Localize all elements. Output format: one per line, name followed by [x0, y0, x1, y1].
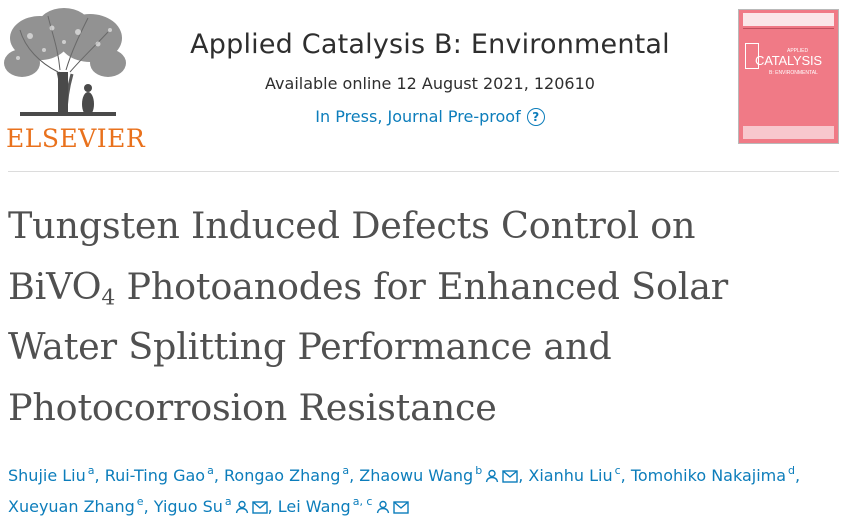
title-formula-subscript: 4	[101, 284, 116, 310]
cover-header-band	[743, 13, 834, 26]
cover-subtitle-top: APPLIED	[787, 48, 809, 54]
available-online-text: Available online 12 August 2021, 120610	[265, 74, 595, 93]
author: Xianhu Liu c	[528, 464, 621, 485]
affiliation-marker[interactable]: a	[87, 464, 95, 477]
title-line-1: Tungsten Induced Defects Control on	[8, 204, 696, 247]
author-name-link[interactable]: Rui-Ting Gao	[104, 466, 206, 485]
email-icon[interactable]	[499, 466, 518, 485]
article-title: Tungsten Induced Defects Control on BiVO…	[8, 196, 828, 438]
in-press-link[interactable]: In Press, Journal Pre-proof ?	[315, 105, 545, 129]
affiliation-marker[interactable]: a	[224, 495, 232, 508]
author: Yiguo Su a	[153, 495, 268, 516]
affiliation-marker[interactable]: c	[614, 464, 621, 477]
cover-box-mark	[745, 43, 759, 69]
header-divider	[8, 171, 839, 172]
affiliation-marker[interactable]: a	[342, 464, 350, 477]
author: Tomohiko Nakajima d	[630, 464, 796, 485]
author-list: Shujie Liu a, Rui-Ting Gao a, Rongao Zhang…	[8, 464, 801, 516]
author: Xueyuan Zhang e	[8, 495, 144, 516]
author-profile-icon[interactable]	[373, 497, 390, 516]
elsevier-tree-icon	[4, 8, 126, 117]
email-icon[interactable]	[390, 497, 409, 516]
author-name-link[interactable]: Lei Wang	[277, 497, 351, 516]
affiliation-marker[interactable]: a	[207, 464, 214, 477]
author-profile-icon[interactable]	[482, 466, 499, 485]
journal-title-link[interactable]: Applied Catalysis B: Environmental	[190, 29, 670, 60]
email-icon[interactable]	[249, 497, 268, 516]
author: Lei Wang a, c	[277, 495, 409, 516]
journal-header: Applied Catalysis B: Environmental Avail…	[150, 26, 710, 129]
title-line-4: Photocorrosion Resistance	[8, 385, 497, 429]
author-profile-icon[interactable]	[232, 497, 249, 516]
author: Rongao Zhang a	[224, 464, 350, 485]
cover-footer-band	[743, 126, 834, 139]
author-name-link[interactable]: Yiguo Su	[153, 497, 223, 516]
author-name-link[interactable]: Rongao Zhang	[224, 466, 341, 485]
affiliation-marker[interactable]: e	[136, 495, 144, 508]
author-name-link[interactable]: Tomohiko Nakajima	[630, 466, 787, 485]
cover-divider	[743, 28, 834, 29]
journal-cover-image[interactable]: APPLIED CATALYSIS B: ENVIRONMENTAL	[739, 10, 838, 143]
author-name-link[interactable]: Xueyuan Zhang	[8, 497, 135, 516]
help-icon[interactable]: ?	[526, 108, 545, 126]
author-name-link[interactable]: Zhaowu Wang	[359, 466, 474, 485]
title-formula: BiVO	[8, 264, 102, 308]
author-name-link[interactable]: Shujie Liu	[8, 466, 86, 485]
author: Shujie Liu a	[8, 464, 95, 485]
author-name-link[interactable]: Xianhu Liu	[528, 466, 613, 485]
in-press-label: In Press, Journal Pre-proof	[315, 107, 521, 126]
cover-subtitle-bottom: B: ENVIRONMENTAL	[769, 70, 818, 76]
affiliation-marker[interactable]: b	[475, 464, 483, 477]
author: Rui-Ting Gao a	[104, 464, 214, 485]
cover-journal-name: CATALYSIS	[755, 53, 822, 68]
author: Zhaowu Wang b	[359, 464, 518, 485]
title-line-3: Water Splitting Performance and	[8, 325, 612, 368]
elsevier-wordmark: ELSEVIER	[6, 124, 146, 153]
elsevier-logo[interactable]: ELSEVIER	[0, 8, 145, 153]
affiliation-marker[interactable]: d	[788, 464, 796, 477]
title-line-2-rest: Photoanodes for Enhanced Solar	[115, 264, 729, 308]
affiliation-marker[interactable]: a, c	[352, 495, 373, 508]
